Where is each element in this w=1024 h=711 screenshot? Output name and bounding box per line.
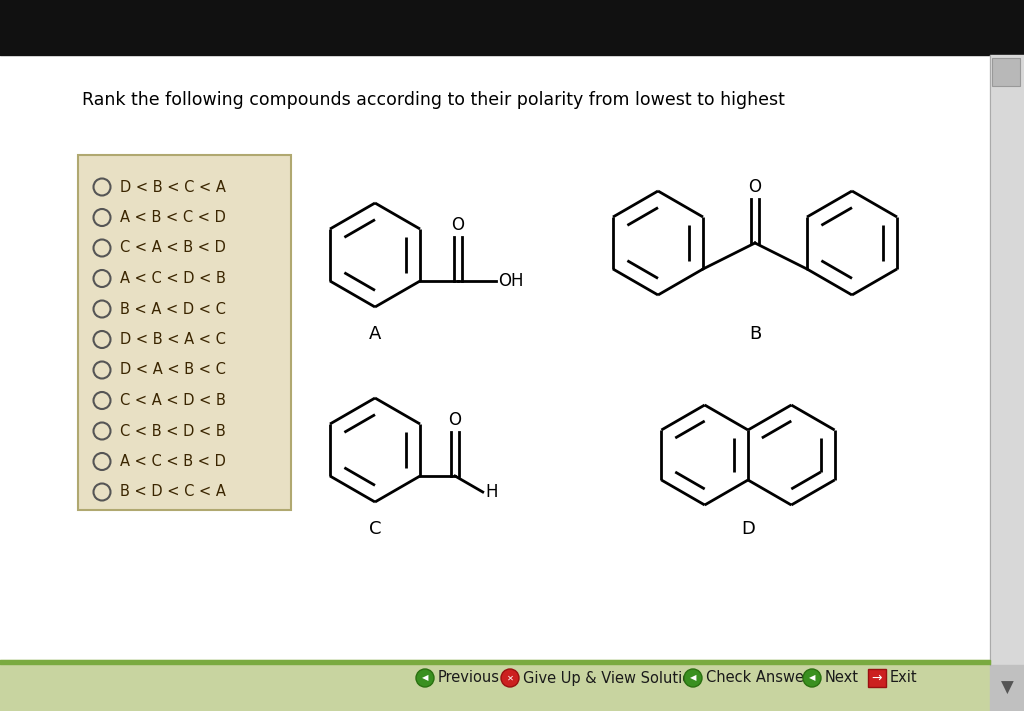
Text: D < B < A < C: D < B < A < C xyxy=(120,332,226,347)
Text: ◀: ◀ xyxy=(809,673,815,683)
Text: ▼: ▼ xyxy=(1000,679,1014,697)
Text: Next: Next xyxy=(825,670,859,685)
Text: O: O xyxy=(749,178,762,196)
FancyBboxPatch shape xyxy=(992,58,1020,86)
Text: C < A < D < B: C < A < D < B xyxy=(120,393,226,408)
Circle shape xyxy=(416,669,434,687)
Circle shape xyxy=(501,669,519,687)
Text: →: → xyxy=(871,671,883,685)
Text: A: A xyxy=(369,325,381,343)
Text: Give Up & View Solution: Give Up & View Solution xyxy=(523,670,700,685)
Text: Exit: Exit xyxy=(890,670,918,685)
Circle shape xyxy=(684,669,702,687)
Text: B < D < C < A: B < D < C < A xyxy=(120,484,226,500)
Text: B < A < D < C: B < A < D < C xyxy=(120,301,226,316)
Text: Previous: Previous xyxy=(438,670,500,685)
Text: ◀: ◀ xyxy=(690,673,696,683)
Text: D: D xyxy=(741,520,755,538)
Text: H: H xyxy=(485,483,499,501)
Text: C < B < D < B: C < B < D < B xyxy=(120,424,225,439)
Text: A < B < C < D: A < B < C < D xyxy=(120,210,226,225)
Text: A < C < D < B: A < C < D < B xyxy=(120,271,226,286)
Text: Rank the following compounds according to their polarity from lowest to highest: Rank the following compounds according t… xyxy=(82,91,784,109)
Text: O: O xyxy=(452,216,465,234)
Text: D < B < C < A: D < B < C < A xyxy=(120,179,226,195)
Text: ◀: ◀ xyxy=(422,673,428,683)
Text: O: O xyxy=(449,411,462,429)
Text: C < A < B < D: C < A < B < D xyxy=(120,240,226,255)
FancyBboxPatch shape xyxy=(78,155,291,510)
Text: D < A < B < C: D < A < B < C xyxy=(120,363,226,378)
Text: B: B xyxy=(749,325,761,343)
Circle shape xyxy=(803,669,821,687)
Text: ✕: ✕ xyxy=(507,673,513,683)
Text: OH: OH xyxy=(498,272,523,290)
Text: Check Answer: Check Answer xyxy=(706,670,810,685)
FancyBboxPatch shape xyxy=(868,669,886,687)
Text: A < C < B < D: A < C < B < D xyxy=(120,454,226,469)
Text: C: C xyxy=(369,520,381,538)
